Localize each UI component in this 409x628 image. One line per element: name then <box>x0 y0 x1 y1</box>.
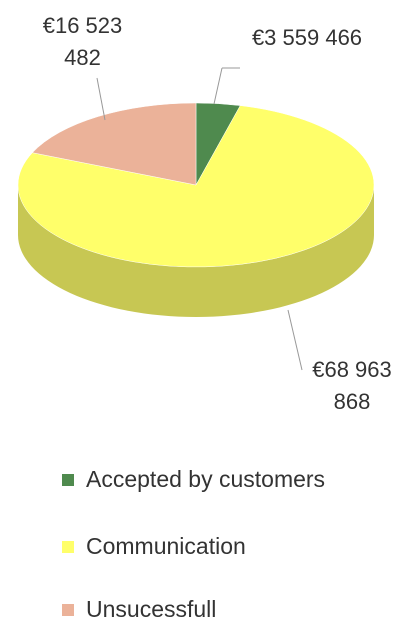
leader-line <box>287 309 303 371</box>
legend-item: Communication <box>62 533 246 560</box>
pie-slice <box>31 102 197 186</box>
legend-label: Accepted by customers <box>86 466 326 492</box>
leader-line <box>213 67 223 105</box>
legend-item: Accepted by customers <box>62 466 325 493</box>
leader-line <box>96 77 106 121</box>
legend-label: Unsucessfull <box>86 596 217 622</box>
data-label: €3 559 466 <box>251 25 363 50</box>
data-label: €16 523 482 <box>42 13 123 70</box>
legend-swatch <box>62 540 74 553</box>
legend-item: Unsucessfull <box>62 596 216 623</box>
legend-swatch <box>62 603 74 616</box>
data-label: €68 963 868 <box>312 357 392 414</box>
legend-swatch <box>62 473 74 486</box>
pie-slice <box>17 105 375 268</box>
pie-side <box>18 185 374 317</box>
legend-label: Communication <box>86 533 246 559</box>
